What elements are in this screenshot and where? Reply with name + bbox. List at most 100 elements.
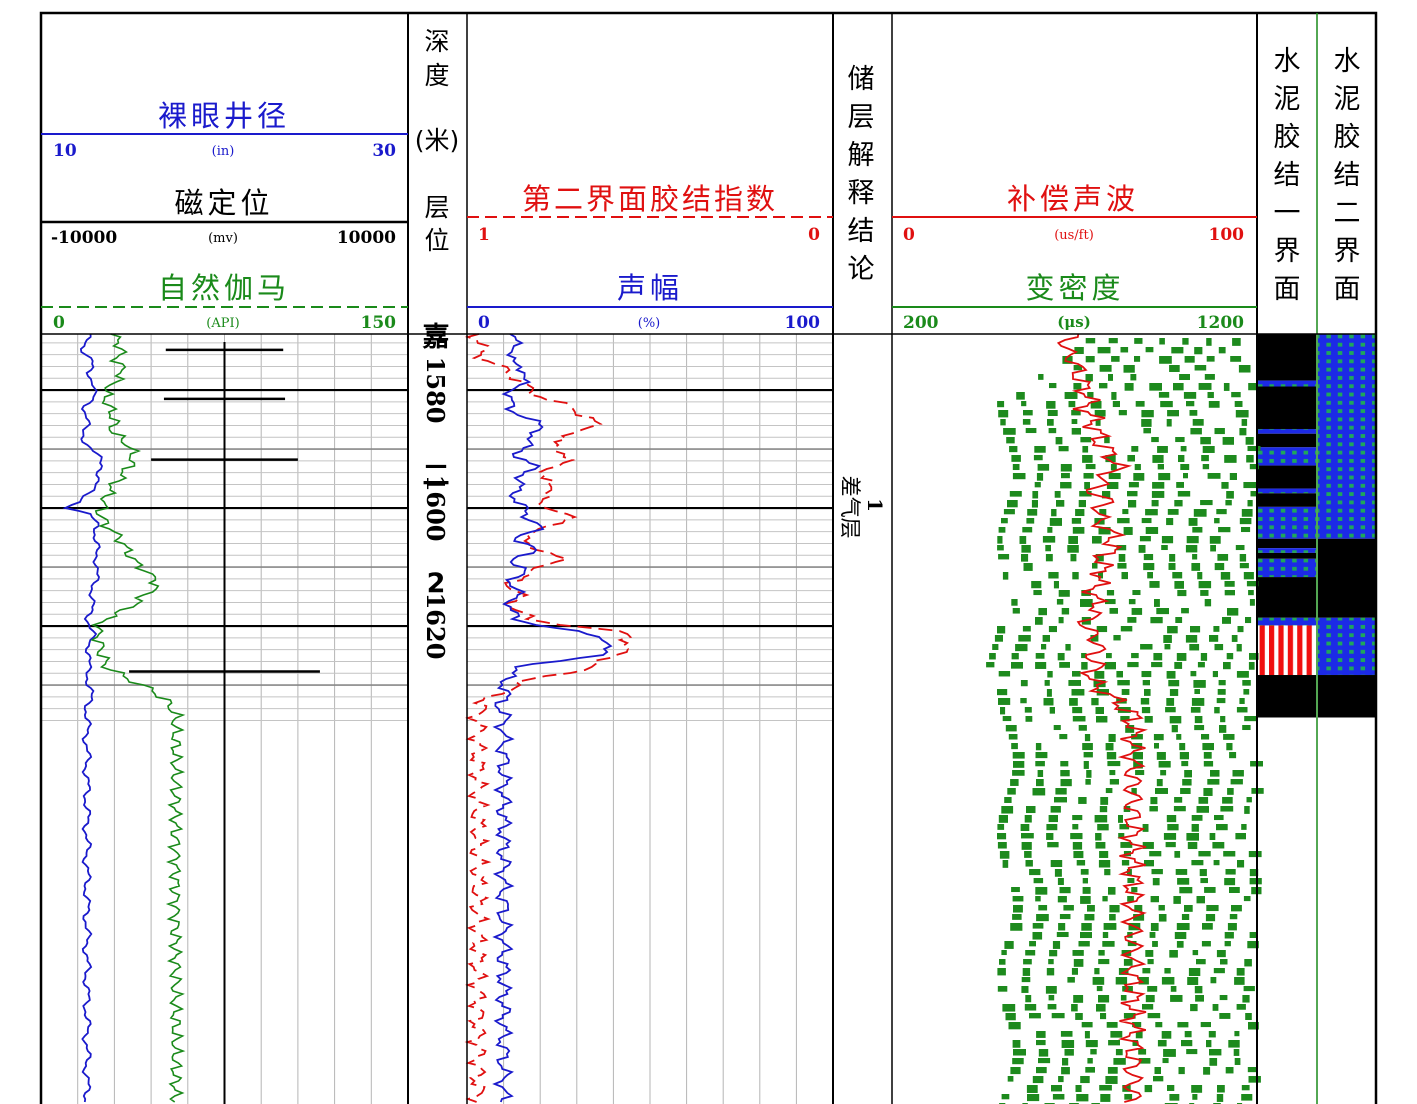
vdl-stripe [1246,797,1252,803]
vdl-stripe [1163,635,1172,643]
vdl-stripe [1071,419,1078,425]
vdl-stripe [1094,815,1108,823]
vdl-stripe [1138,545,1146,553]
vdl-stripe [1091,698,1099,706]
vdl-stripe [1025,860,1033,867]
vdl-stripe [1243,572,1254,580]
amp-max: 100 [785,313,821,333]
vdl-stripe [1026,518,1035,524]
vdl-stripe [1234,1031,1240,1037]
ccl-label: 磁定位 [174,186,273,220]
vdl-stripe [1169,365,1180,372]
vdl-stripe [1166,815,1177,823]
vdl-stripe [1163,1049,1176,1057]
vdl-stripe [1002,716,1012,722]
vdl-stripe [1242,680,1251,686]
vdl-stripe [1153,653,1163,661]
vdl-stripe [1085,356,1095,363]
vdl-stripe [1181,1040,1193,1047]
vdl-stripe [1124,1094,1133,1100]
vdl-stripe [1249,869,1259,877]
vdl-stripe [1141,671,1152,678]
vdl-stripe [1166,698,1175,706]
track-borders [39,11,1378,1104]
vdl-stripe [1194,725,1205,731]
vdl-stripe [1161,545,1168,551]
bond1-interval-black [1258,465,1316,489]
vdl-stripe [1223,383,1230,391]
vdl-stripe [1064,392,1078,399]
vdl-stripe [1049,950,1058,957]
vdl-stripe [1108,887,1116,895]
vdl-stripe [1220,959,1228,965]
vdl-label: 变密度 [1025,271,1124,305]
curve-ac [1056,333,1148,1103]
vdl-stripe [1008,1022,1021,1030]
vdl-stripe [1145,509,1158,516]
bond1-interval-blue [1258,488,1316,494]
vdl-stripe [1191,698,1205,706]
vdl-stripe [1224,878,1236,886]
vdl-stripe [1009,491,1022,497]
vdl-stripe [1068,401,1076,408]
vdl-stripe [1190,707,1201,713]
vdl-stripe [1232,770,1244,777]
vdl-stripe [1032,923,1044,929]
vdl-stripe [1173,806,1186,812]
vdl-stripe [1143,428,1151,434]
vdl-stripe [1222,617,1231,624]
vdl-stripe [1160,401,1173,408]
vdl-stripe [1169,950,1178,958]
vdl-stripe [1106,1022,1118,1028]
vdl-stripe [1000,707,1006,715]
vdl-stripe [1193,680,1206,688]
vdl-stripe [1079,491,1092,497]
vdl-stripe [1141,707,1151,714]
vdl-stripe [1177,491,1191,497]
vdl-stripe [1149,806,1158,812]
vdl-stripe [1167,509,1179,515]
gr-max: 150 [361,313,397,333]
vdl-stripe [1130,374,1137,381]
vdl-min: 200 [903,313,939,333]
vdl-stripe [1080,869,1089,875]
vdl-stripe [1059,734,1068,740]
vdl-stripe [1158,392,1170,398]
vdl-stripe [1072,671,1081,677]
vdl-stripe [1140,644,1153,650]
vdl-stripe [1120,347,1129,353]
vdl-stripe [1222,797,1233,804]
vdl-stripe [1011,887,1020,893]
vdl-stripe [1095,419,1101,426]
vdl-stripe [1177,1022,1189,1028]
bond1-intervals [1258,334,1316,718]
sbi-max: 0 [808,225,820,245]
vdl-stripe [1086,770,1092,778]
vdl-stripe [1204,374,1215,380]
vdl-stripe [1133,914,1145,921]
vdl-stripe [1216,509,1227,515]
vdl-stripe [1216,950,1226,958]
vdl-stripe [1090,1049,1097,1055]
vdl-stripe [1229,752,1237,759]
vdl-stripe [1142,680,1150,686]
vdl-stripe [1076,860,1086,866]
vdl-stripe [1236,707,1248,713]
vdl-stripe [1121,860,1130,866]
vdl-stripe [1107,1067,1118,1074]
vdl-stripe [1094,968,1100,975]
vdl-stripe [1072,707,1083,714]
vdl-stripe [1087,392,1094,398]
vdl-stripe [1105,599,1116,605]
vdl-stripe [1078,941,1090,947]
vdl-stripe [1104,662,1116,670]
vdl-stripe [1234,401,1243,407]
vdl-stripe [1174,851,1181,858]
vdl-stripe [1002,860,1009,868]
bond2-interval-black [1318,538,1376,618]
vdl-stripe [1188,518,1198,526]
bond2-intervals [1318,334,1376,718]
vdl-stripe [1132,1040,1139,1046]
depth-label: 1620 [421,593,450,660]
header-char: 释 [848,178,875,209]
